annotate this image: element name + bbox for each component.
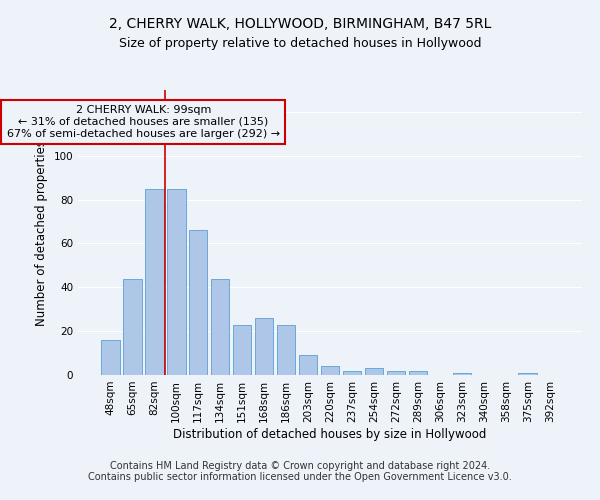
Bar [167, 188, 185, 375]
Text: Contains HM Land Registry data © Crown copyright and database right 2024.
Contai: Contains HM Land Registry data © Crown c… [88, 461, 512, 482]
Bar [452, 373, 471, 375]
Bar [343, 370, 361, 375]
Bar [277, 324, 295, 375]
X-axis label: Distribution of detached houses by size in Hollywood: Distribution of detached houses by size … [173, 428, 487, 440]
Bar [233, 324, 251, 375]
Bar [320, 366, 340, 375]
Bar [299, 356, 317, 375]
Bar [189, 230, 208, 375]
Bar [518, 373, 537, 375]
Text: Size of property relative to detached houses in Hollywood: Size of property relative to detached ho… [119, 38, 481, 51]
Text: 2, CHERRY WALK, HOLLYWOOD, BIRMINGHAM, B47 5RL: 2, CHERRY WALK, HOLLYWOOD, BIRMINGHAM, B… [109, 18, 491, 32]
Bar [386, 370, 405, 375]
Bar [409, 370, 427, 375]
Bar [365, 368, 383, 375]
Bar [101, 340, 119, 375]
Bar [255, 318, 274, 375]
Bar [123, 278, 142, 375]
Y-axis label: Number of detached properties: Number of detached properties [35, 140, 48, 326]
Bar [145, 188, 164, 375]
Bar [211, 278, 229, 375]
Text: 2 CHERRY WALK: 99sqm
← 31% of detached houses are smaller (135)
67% of semi-deta: 2 CHERRY WALK: 99sqm ← 31% of detached h… [7, 106, 280, 138]
